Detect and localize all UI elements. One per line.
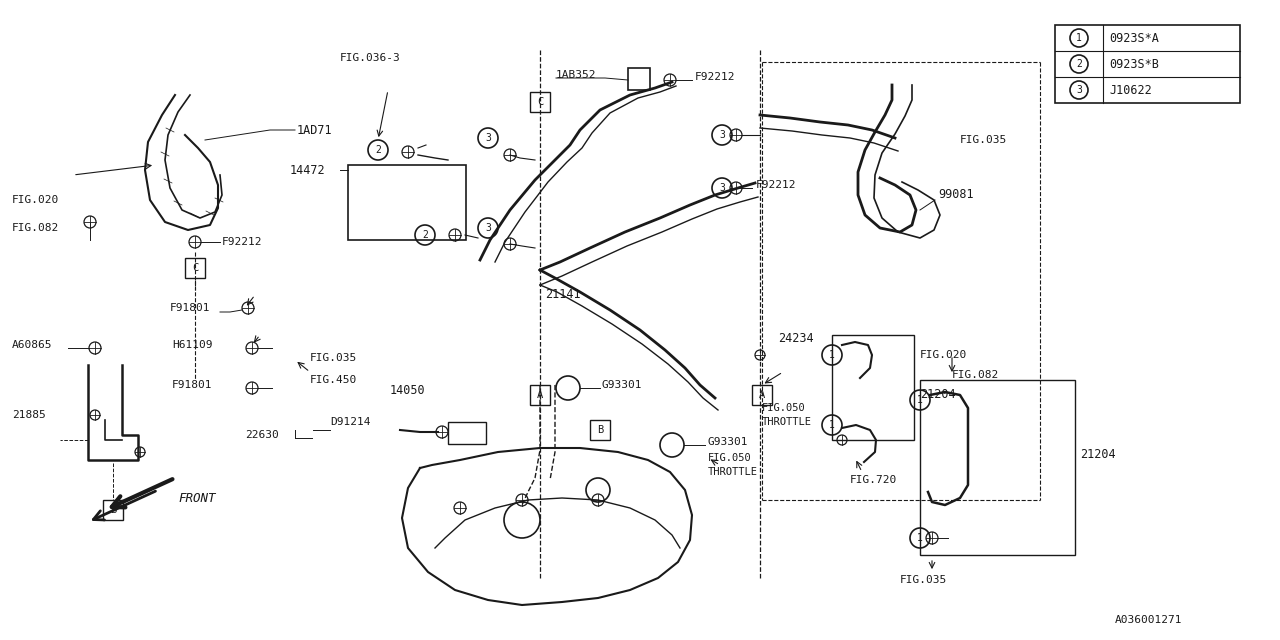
Text: J10622: J10622 [1108,83,1152,97]
Text: 21204: 21204 [920,388,956,401]
Text: 1: 1 [1076,33,1082,43]
Text: 2: 2 [375,145,381,155]
Text: FIG.450: FIG.450 [310,375,357,385]
Text: 14472: 14472 [291,163,325,177]
Text: 1AD71: 1AD71 [297,124,333,136]
Text: FIG.035: FIG.035 [960,135,1007,145]
Text: 0923S*B: 0923S*B [1108,58,1158,70]
Bar [530,92,550,112]
Text: F92212: F92212 [221,237,262,247]
Text: FRONT: FRONT [178,492,215,504]
Text: F91801: F91801 [172,380,212,390]
Text: A: A [759,390,765,400]
Text: 99081: 99081 [938,189,974,202]
Text: FIG.035: FIG.035 [900,575,947,585]
Text: G93301: G93301 [602,380,643,390]
Text: 14050: 14050 [390,383,426,397]
Text: 0923S*A: 0923S*A [1108,31,1158,45]
Text: A036001271: A036001271 [1115,615,1183,625]
Text: FIG.050: FIG.050 [762,403,805,413]
Text: 21204: 21204 [1080,449,1116,461]
Text: 3: 3 [485,223,492,233]
Text: 1: 1 [829,350,835,360]
Text: 3: 3 [719,183,724,193]
Text: 3: 3 [719,130,724,140]
Text: FIG.036-3: FIG.036-3 [340,53,401,63]
Text: THROTTLE: THROTTLE [708,467,758,477]
Bar [628,68,650,90]
Text: F92212: F92212 [695,72,736,82]
Text: FIG.035: FIG.035 [310,353,357,363]
Text: 3: 3 [1076,85,1082,95]
Text: A: A [536,390,543,400]
Text: 1: 1 [916,395,923,405]
Text: 1: 1 [916,533,923,543]
Text: 21885: 21885 [12,410,46,420]
Text: FIG.082: FIG.082 [12,223,59,233]
Text: 21141: 21141 [545,289,581,301]
Text: FIG.020: FIG.020 [920,350,968,360]
Text: 1AB352: 1AB352 [556,70,596,80]
Text: F91801: F91801 [170,303,210,313]
Text: 3: 3 [485,133,492,143]
Text: FIG.082: FIG.082 [952,370,1000,380]
Bar [753,385,772,405]
Text: FIG.020: FIG.020 [12,195,59,205]
Bar [186,258,205,278]
Text: D91214: D91214 [330,417,370,427]
Text: H61109: H61109 [172,340,212,350]
Text: C: C [192,263,198,273]
Text: FIG.720: FIG.720 [850,475,897,485]
Text: 2: 2 [1076,59,1082,69]
Bar [590,420,611,440]
Text: 22630: 22630 [244,430,279,440]
Bar [348,165,466,240]
Text: B: B [110,505,116,515]
Text: THROTTLE: THROTTLE [762,417,812,427]
Text: B: B [596,425,603,435]
Text: C: C [536,97,543,107]
Text: 1: 1 [829,420,835,430]
Text: A60865: A60865 [12,340,52,350]
Bar [832,335,914,440]
Bar [1055,25,1240,103]
Text: 24234: 24234 [778,332,814,344]
Text: G93301: G93301 [708,437,749,447]
Bar [920,380,1075,555]
Bar [448,422,486,444]
Bar [530,385,550,405]
Text: F92212: F92212 [756,180,796,190]
Text: FIG.050: FIG.050 [708,453,751,463]
Bar [102,500,123,520]
Text: 2: 2 [422,230,428,240]
